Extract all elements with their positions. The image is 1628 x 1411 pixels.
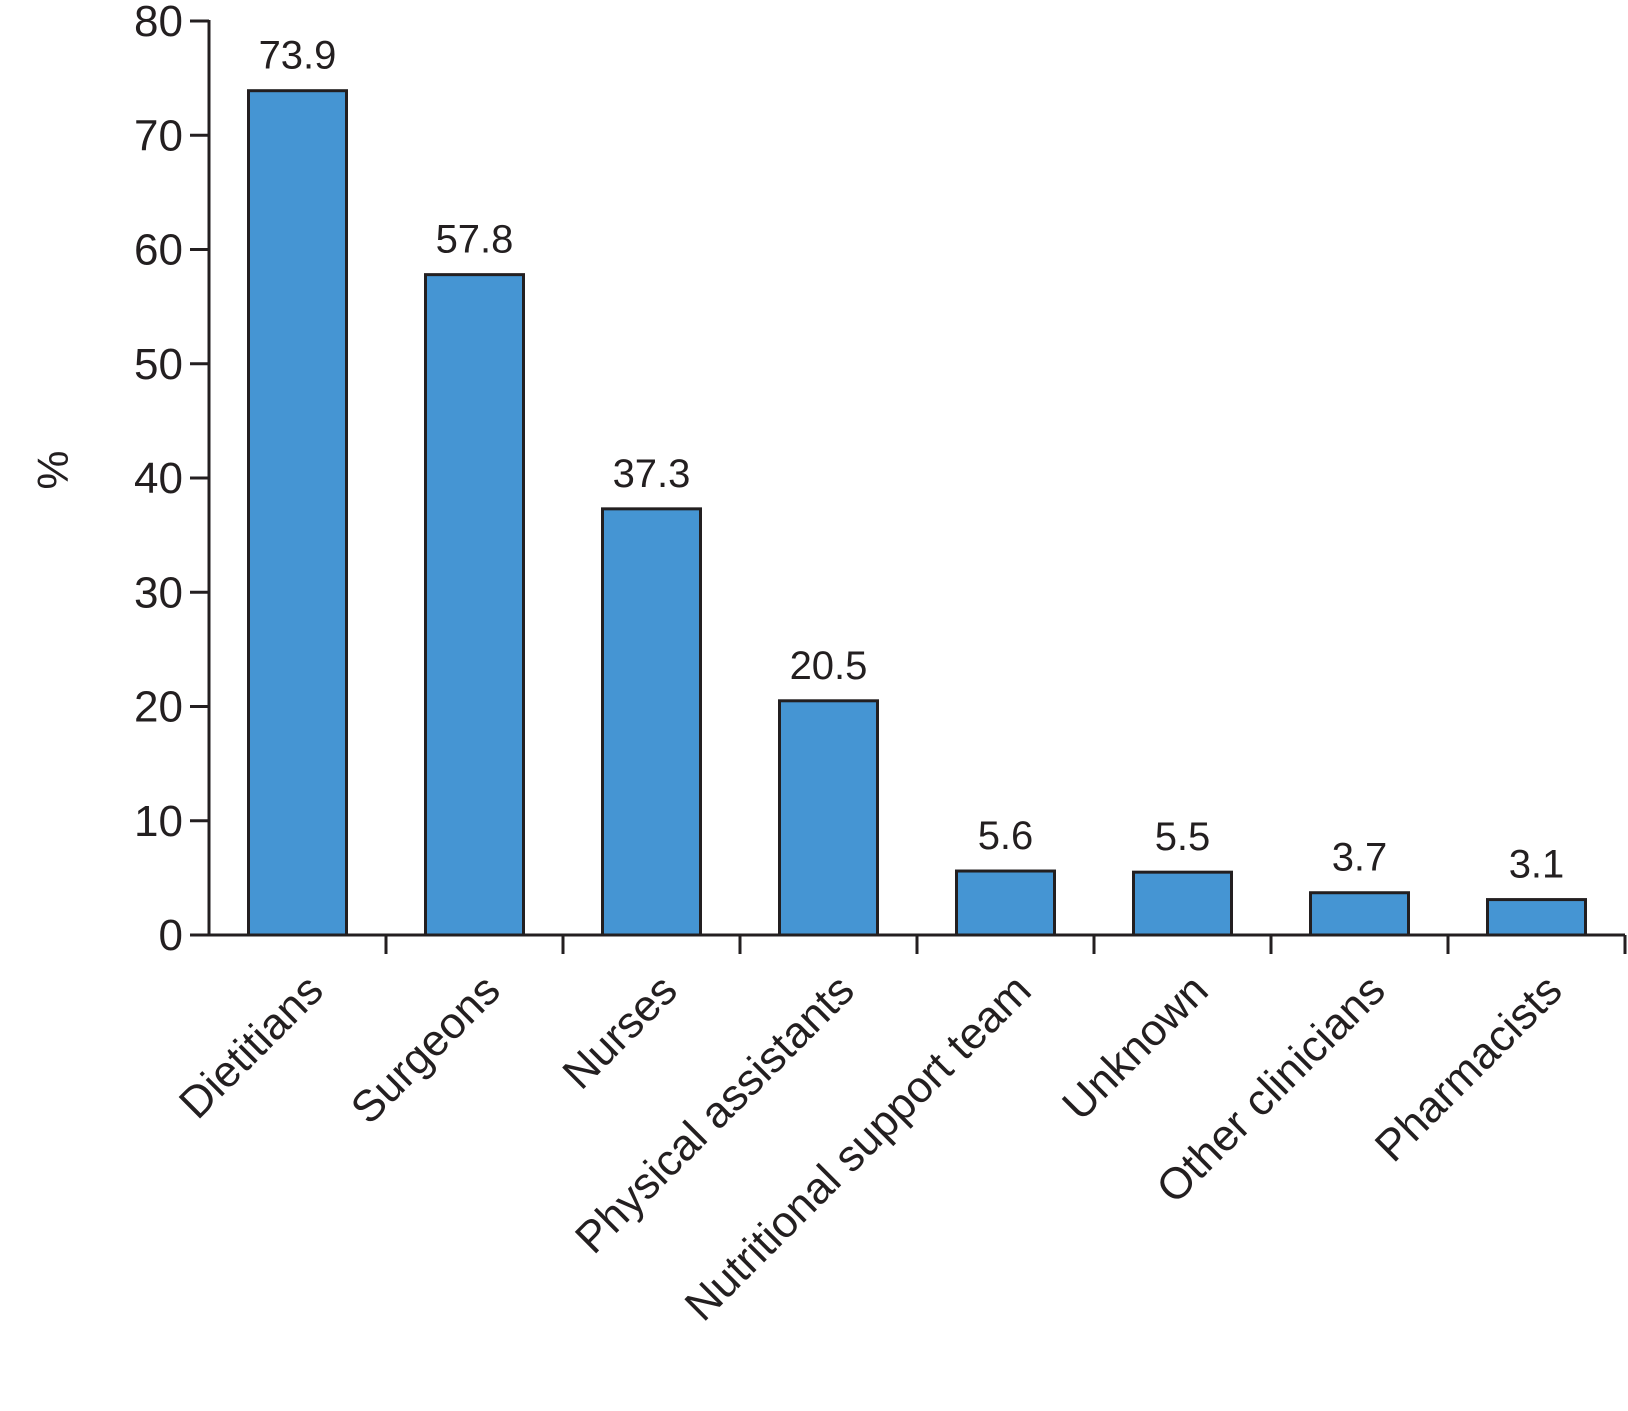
category-label-dietitians: Dietitians <box>170 965 333 1128</box>
bar-surgeons <box>424 273 525 937</box>
value-label-physical-assistants: 20.5 <box>790 644 868 688</box>
value-label-surgeons: 57.8 <box>436 218 514 262</box>
category-label-unknown: Unknown <box>1053 965 1217 1129</box>
category-label-nutritional-support-team: Nutritional support team <box>676 965 1041 1330</box>
y-tick-label-40: 40 <box>134 454 183 503</box>
value-label-dietitians: 73.9 <box>259 34 337 78</box>
value-label-unknown: 5.5 <box>1155 815 1211 859</box>
y-ticks-group: 0 10 20 30 40 50 60 70 80 <box>134 0 209 960</box>
category-label-pharmacists: Pharmacists <box>1366 965 1572 1171</box>
y-tick-label-20: 20 <box>134 683 183 732</box>
y-tick-label-30: 30 <box>134 568 183 617</box>
bar-physical-assistants <box>778 699 879 937</box>
y-axis-title: % <box>28 450 77 489</box>
axes-group <box>207 20 1625 937</box>
y-tick-label-0: 0 <box>159 911 183 960</box>
bar-unknown <box>1132 870 1233 937</box>
bar-nurses <box>601 507 702 937</box>
y-tick-label-50: 50 <box>134 340 183 389</box>
bar-nutritional-support-team <box>955 869 1056 937</box>
bar-dietitians <box>247 89 348 937</box>
y-tick-label-70: 70 <box>134 111 183 160</box>
bar-other-clinicians <box>1309 891 1410 937</box>
value-labels-group: 73.9 57.8 37.3 20.5 5.6 5.5 3.7 3.1 <box>259 34 1565 887</box>
value-label-nurses: 37.3 <box>613 452 691 496</box>
y-tick-label-80: 80 <box>134 0 183 46</box>
y-tick-label-10: 10 <box>134 797 183 846</box>
value-label-nutritional-support-team: 5.6 <box>978 814 1034 858</box>
x-ticks-group <box>384 935 1627 954</box>
value-label-other-clinicians: 3.7 <box>1332 836 1388 880</box>
y-tick-label-60: 60 <box>134 226 183 275</box>
category-label-nurses: Nurses <box>553 965 686 1098</box>
bar-pharmacists <box>1486 898 1587 937</box>
value-label-pharmacists: 3.1 <box>1509 843 1565 887</box>
category-label-surgeons: Surgeons <box>342 965 510 1133</box>
bars-group <box>247 89 1587 937</box>
